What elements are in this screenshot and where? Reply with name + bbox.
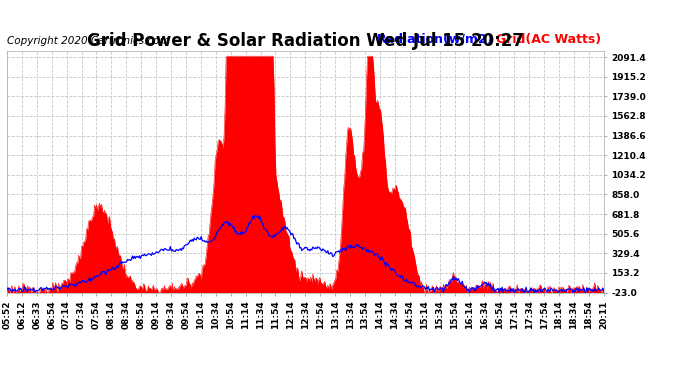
- Text: Radiation(w/m2): Radiation(w/m2): [377, 33, 493, 46]
- Text: Grid(AC Watts): Grid(AC Watts): [496, 33, 602, 46]
- Title: Grid Power & Solar Radiation Wed Jul 15 20:27: Grid Power & Solar Radiation Wed Jul 15 …: [87, 33, 524, 51]
- Text: Copyright 2020 Cartronics.com: Copyright 2020 Cartronics.com: [7, 36, 170, 46]
